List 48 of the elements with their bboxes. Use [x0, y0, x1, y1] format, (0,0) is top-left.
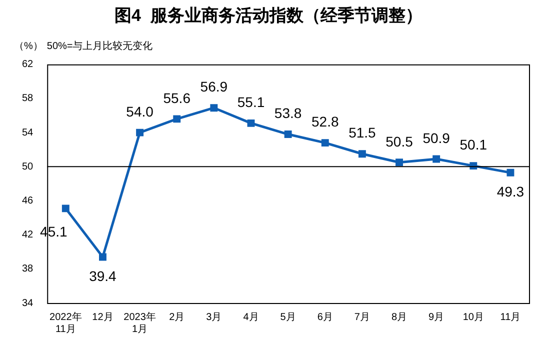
- y-tick-label: 42: [22, 230, 34, 241]
- point: [210, 104, 218, 112]
- text: 55.6: [163, 90, 190, 106]
- x-tick-label: 6月: [317, 312, 333, 323]
- point: [136, 128, 144, 136]
- text: 50%=与上月比较无变化: [46, 40, 153, 52]
- x-tick-label: 10月: [462, 312, 484, 323]
- x-tick-label: 9月: [428, 312, 444, 323]
- text: 50.5: [386, 133, 413, 150]
- point: [358, 150, 366, 158]
- point: [432, 155, 440, 163]
- point: [62, 204, 70, 212]
- text: 39.4: [89, 268, 116, 284]
- y-tick-label: 46: [22, 195, 34, 206]
- y-axis-title: （%）: [14, 40, 43, 52]
- text: 51.5: [348, 124, 376, 141]
- point: [99, 253, 106, 261]
- text: 56.9: [200, 78, 228, 95]
- x-tick-label: 11月: [500, 312, 521, 323]
- x-tick-label: 8月: [391, 312, 408, 323]
- text: 49.3: [496, 183, 524, 200]
- text: 52.8: [312, 114, 339, 130]
- point: [284, 130, 292, 138]
- x-tick-label: 7月: [354, 312, 370, 323]
- y-tick-label: 38: [22, 264, 34, 275]
- y-tick-label: 50: [22, 161, 34, 172]
- point: [247, 119, 255, 127]
- x-tick-label: 2023年 1月: [124, 310, 156, 335]
- y-tick-label: 54: [22, 127, 34, 138]
- x-tick-label: 12月: [92, 312, 114, 323]
- y-tick-label: 34: [22, 298, 34, 309]
- x-tick-label: 5月: [280, 312, 296, 323]
- point: [173, 115, 181, 123]
- x-tick-label: 2月: [169, 312, 185, 323]
- text: 53.8: [274, 105, 302, 122]
- x-tick-label: 2022年 11月: [50, 310, 82, 335]
- point: [321, 139, 329, 147]
- text: 50.9: [422, 130, 450, 146]
- text: 55.1: [237, 94, 265, 110]
- point: [396, 158, 403, 166]
- text: 50.1: [460, 136, 488, 153]
- x-tick-label: 3月: [206, 312, 222, 323]
- x-tick-label: 4月: [243, 312, 259, 323]
- chart-title: 图4 服务业商务活动指数（经季节调整）: [114, 6, 422, 25]
- text: 54.0: [126, 103, 154, 120]
- y-tick-label: 62: [22, 59, 34, 70]
- point: [506, 168, 514, 176]
- y-tick-label: 58: [22, 93, 34, 104]
